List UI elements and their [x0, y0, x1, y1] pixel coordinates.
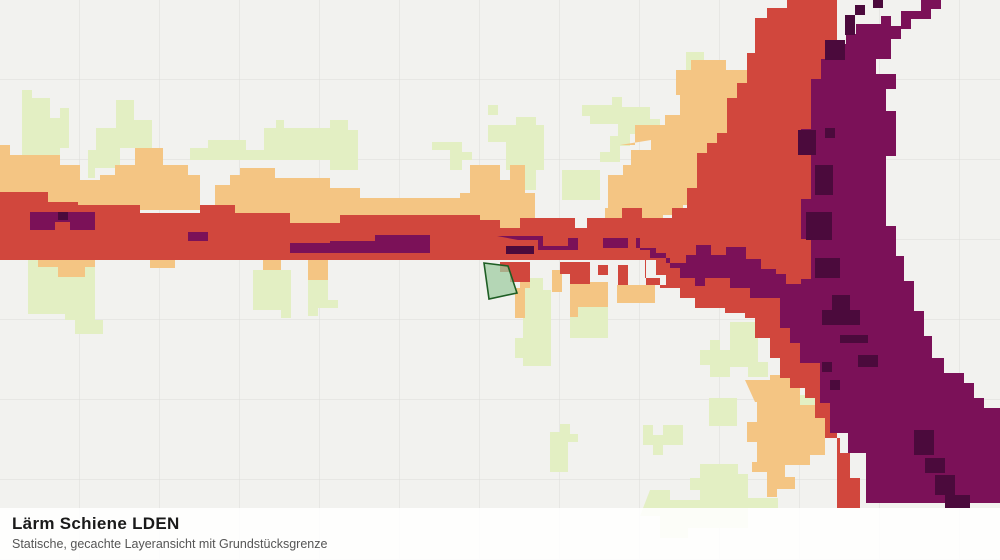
- noise-layer: [0, 0, 1000, 538]
- layer-subtitle: Statische, gecachte Layeransicht mit Gru…: [12, 537, 328, 551]
- map-caption: Lärm Schiene LDEN Statische, gecachte La…: [0, 508, 1000, 560]
- parcel-boundary[interactable]: [483, 262, 519, 300]
- layer-title: Lärm Schiene LDEN: [12, 514, 180, 533]
